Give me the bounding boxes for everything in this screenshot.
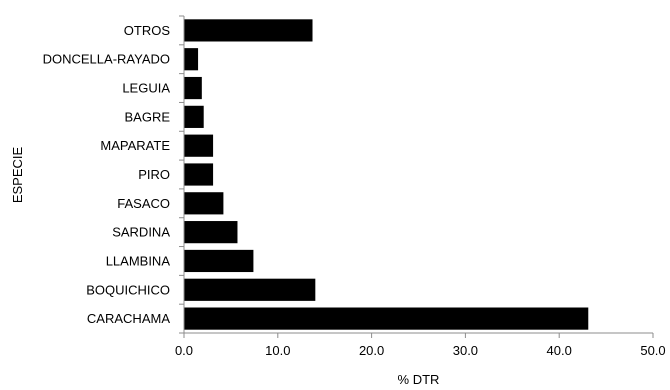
y-tick-label-llambina: LLAMBINA (106, 253, 171, 268)
bar-otros (184, 19, 313, 42)
y-tick-label-piro: PIRO (138, 167, 170, 182)
y-axis-title: ESPECIE (10, 146, 25, 203)
x-axis-ticks (183, 333, 654, 338)
y-axis-ticks (179, 15, 184, 334)
x-tick-label: 10.0 (265, 343, 290, 358)
y-tick-label-boquichico: BOQUICHICO (86, 282, 170, 297)
bar-boquichico (184, 278, 316, 301)
bar-bagre (184, 105, 204, 128)
bar-carachama (184, 307, 589, 330)
y-tick-label-doncella-rayado: DONCELLA-RAYADO (43, 52, 170, 67)
bar-sardina (184, 221, 238, 244)
bars-group (184, 19, 589, 330)
y-tick-label-sardina: SARDINA (112, 225, 170, 240)
x-tick-label: 40.0 (547, 343, 572, 358)
y-tick-label-carachama: CARACHAMA (87, 311, 170, 326)
x-tick-label: 0.0 (175, 343, 193, 358)
bar-maparate (184, 134, 214, 157)
x-tick-label: 50.0 (640, 343, 665, 358)
y-tick-label-otros: OTROS (124, 23, 171, 38)
y-axis-tick-labels: OTROS DONCELLA-RAYADO LEGUIA BAGRE MAPARATE P… (43, 23, 171, 326)
y-tick-label-bagre: BAGRE (124, 109, 170, 124)
y-tick-label-maparate: MAPARATE (100, 138, 170, 153)
x-axis-title: % DTR (398, 372, 440, 387)
x-axis-tick-labels: 0.0 10.0 20.0 30.0 40.0 50.0 (175, 343, 666, 358)
bar-fasaco (184, 192, 224, 215)
y-tick-label-leguia: LEGUIA (122, 81, 170, 96)
bar-piro (184, 163, 214, 186)
bar-leguia (184, 76, 202, 100)
y-tick-label-fasaco: FASACO (117, 196, 170, 211)
bar-doncella-rayado (184, 48, 199, 71)
x-tick-label: 20.0 (359, 343, 384, 358)
x-tick-label: 30.0 (453, 343, 478, 358)
bar-llambina (184, 249, 254, 273)
